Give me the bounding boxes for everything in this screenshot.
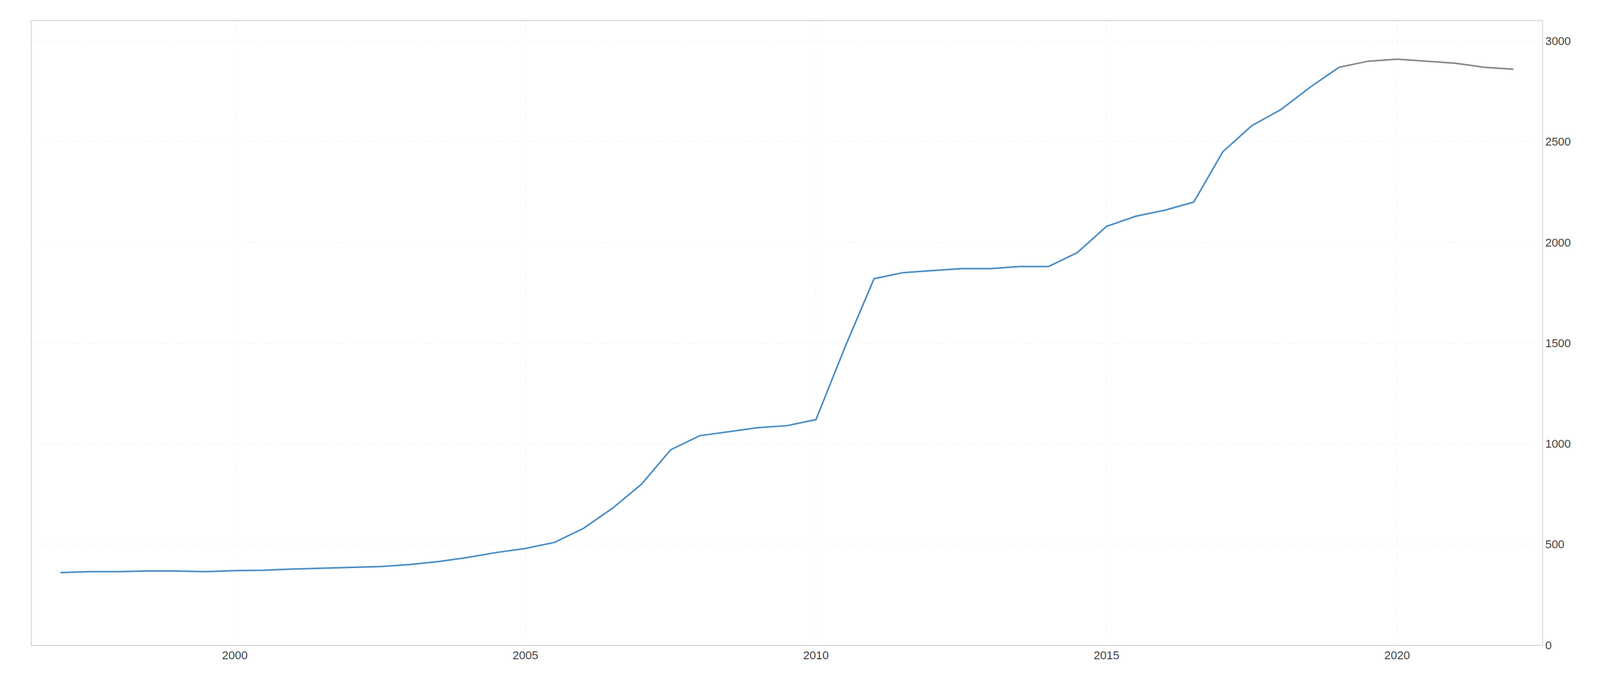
svg-text:2020: 2020	[1384, 648, 1410, 662]
svg-text:1500: 1500	[1545, 336, 1571, 350]
svg-text:2500: 2500	[1545, 135, 1571, 149]
svg-text:2000: 2000	[221, 648, 248, 662]
svg-text:3000: 3000	[1545, 34, 1571, 48]
svg-text:500: 500	[1545, 537, 1565, 551]
svg-text:2000: 2000	[1545, 236, 1571, 250]
svg-text:1000: 1000	[1545, 437, 1571, 451]
svg-text:0: 0	[1545, 638, 1552, 652]
svg-text:2010: 2010	[803, 648, 829, 662]
svg-text:2005: 2005	[512, 648, 539, 662]
svg-text:2015: 2015	[1093, 648, 1120, 662]
